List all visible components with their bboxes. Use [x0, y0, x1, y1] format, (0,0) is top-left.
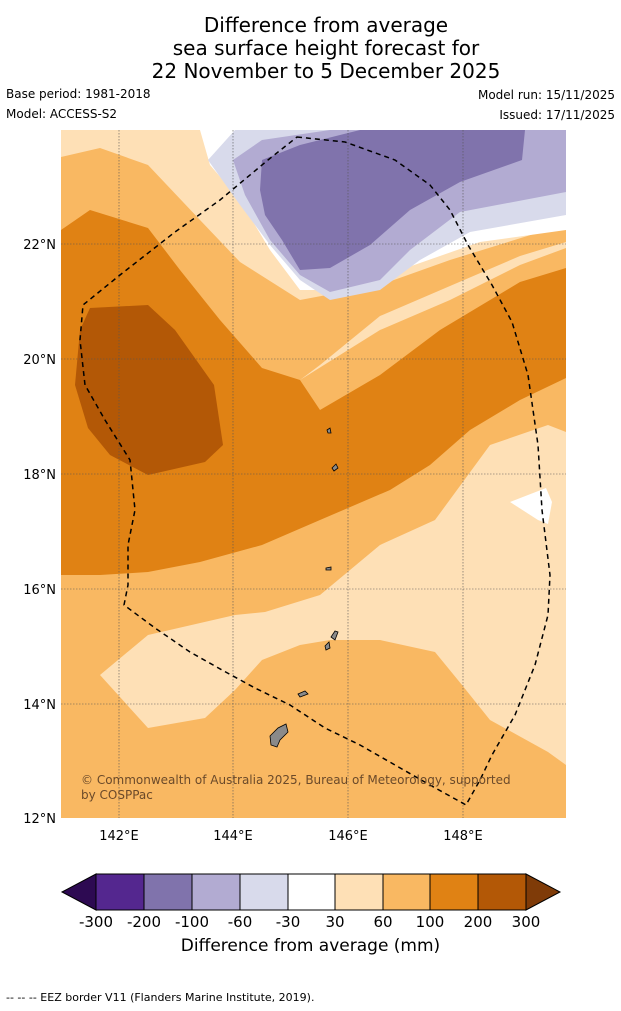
colorbar-bin-neg200-neg100 — [143, 873, 193, 911]
colorbar-bin-neg300-neg200 — [95, 873, 145, 911]
title-line-3: 22 November to 5 December 2025 — [151, 59, 501, 83]
eez-border — [79, 136, 551, 807]
contour-fills — [61, 130, 566, 818]
contour-30-60-south — [100, 425, 566, 765]
lat-label-14n: 14°N — [23, 698, 56, 713]
legend-label-neg60: -60 — [227, 913, 253, 931]
island-rota — [297, 690, 309, 698]
legend-label-60: 60 — [373, 913, 393, 931]
model-run-text: Model run: 15/11/2025 — [477, 88, 615, 102]
lat-label-16n: 16°N — [23, 583, 56, 598]
model-text: Model: ACCESS-S2 — [6, 107, 118, 121]
lon-label-148e: 148°E — [443, 829, 483, 844]
colorbar-bin-neg30-30 — [287, 873, 336, 911]
credit-line-1: © Commonwealth of Australia 2025, Bureau… — [81, 773, 511, 787]
title-line-1: Difference from average — [203, 13, 449, 37]
island-tinian — [324, 641, 331, 651]
legend-label-300: 300 — [511, 913, 541, 931]
colorbar-bin-neg100-neg60 — [191, 873, 241, 911]
lat-label-20n: 20°N — [23, 353, 56, 368]
eez-footnote: -- -- -- EEZ border V11 (Flanders Marine… — [6, 991, 315, 1004]
islands — [269, 427, 339, 748]
anomaly-map: © Commonwealth of Australia 2025, Bureau… — [23, 130, 566, 844]
contour-neutral-spot — [510, 488, 552, 524]
legend-label-200: 200 — [463, 913, 493, 931]
legend-label-neg30: -30 — [275, 913, 301, 931]
lat-label-18n: 18°N — [23, 468, 56, 483]
island-agrihan — [326, 427, 332, 434]
colorbar-bin-30-60 — [334, 873, 384, 911]
legend-label-30: 30 — [325, 913, 345, 931]
island-pagan — [331, 463, 339, 472]
colorbar-low-arrow — [60, 873, 97, 911]
issued-text: Issued: 17/11/2025 — [499, 108, 615, 122]
legend-title: Difference from average (mm) — [180, 936, 441, 956]
contour-neg100-neg200 — [260, 130, 525, 270]
island-saipan — [330, 630, 339, 641]
island-guam — [269, 723, 289, 748]
lon-label-142e: 142°E — [99, 829, 139, 844]
legend-label-100: 100 — [415, 913, 445, 931]
base-period-text: Base period: 1981-2018 — [6, 87, 151, 101]
contour-100-200 — [61, 210, 566, 575]
colorbar-high-arrow — [525, 873, 562, 911]
legend-label-neg300: -300 — [78, 913, 114, 931]
lat-label-22n: 22°N — [23, 238, 56, 253]
map-title: Difference from average sea surface heig… — [0, 14, 621, 83]
lon-label-146e: 146°E — [328, 829, 368, 844]
lon-label-144e: 144°E — [213, 829, 253, 844]
legend-label-neg100: -100 — [174, 913, 210, 931]
island-anatahan — [325, 566, 332, 571]
colorbar-bin-60-100 — [382, 873, 431, 911]
contour-200-300 — [75, 305, 223, 475]
colorbar — [60, 873, 562, 911]
contour-30-60-repaint — [300, 224, 566, 380]
colorbar-bin-neg60-neg30 — [239, 873, 289, 911]
credit-line-2: by COSPPac — [81, 788, 153, 802]
lat-label-12n: 12°N — [23, 812, 56, 827]
colorbar-bin-200-300 — [477, 873, 527, 911]
graticule — [61, 130, 566, 818]
title-line-2: sea surface height forecast for — [172, 36, 480, 60]
colorbar-bin-100-200 — [429, 873, 479, 911]
legend-label-neg200: -200 — [126, 913, 162, 931]
